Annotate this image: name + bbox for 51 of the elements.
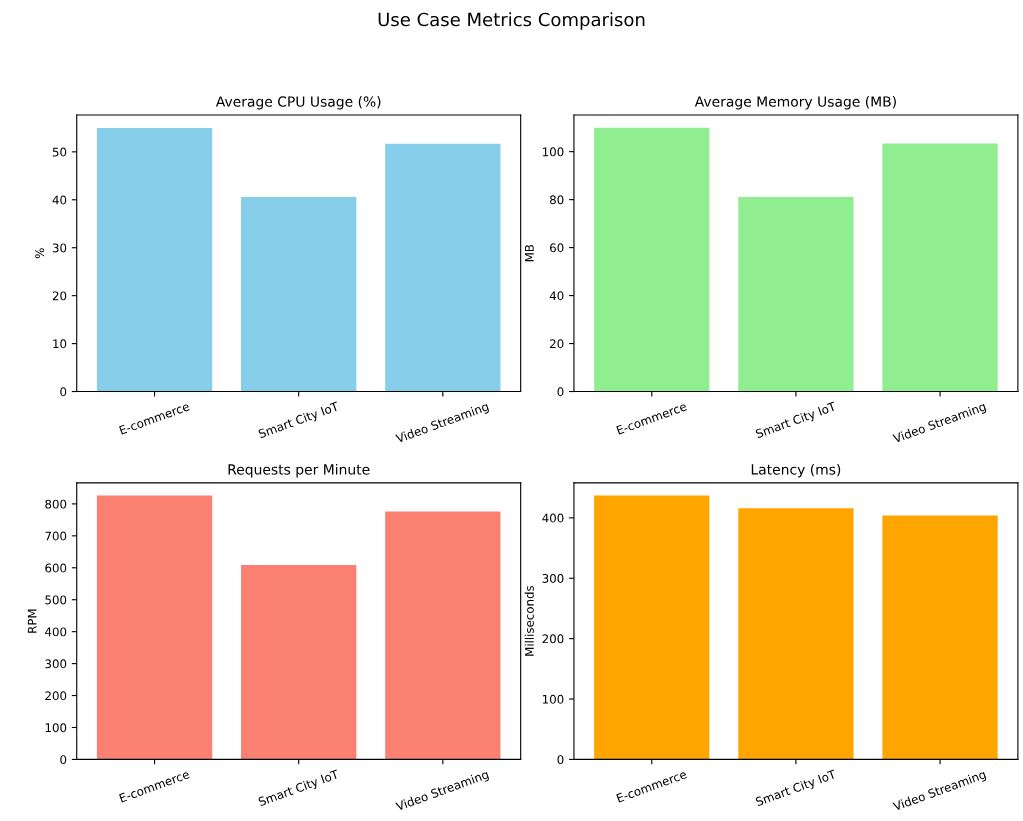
y-tick-label: 0: [60, 387, 67, 397]
y-tick-label: 500: [45, 595, 67, 605]
y-tick-label: 600: [45, 563, 67, 573]
chart-title: Average Memory Usage (MB): [694, 96, 896, 110]
chart-title: Latency (ms): [751, 463, 841, 478]
y-tick-label: 40: [549, 291, 564, 301]
x-tick-label: Smart City IoT: [755, 769, 838, 809]
text: Use Case Metrics Comparison: [378, 12, 645, 30]
bar: [241, 564, 357, 760]
y-tick-label: 200: [45, 691, 67, 701]
y-tick-label: 0: [60, 755, 67, 765]
y-axis-title: %: [35, 248, 45, 259]
y-tick-label: 40: [52, 195, 67, 205]
y-tick-label: 300: [542, 573, 564, 583]
y-tick-label: 10: [53, 339, 67, 349]
y-tick-label: 400: [542, 513, 564, 523]
bar: [738, 508, 854, 760]
bar: [385, 143, 501, 392]
bar: [241, 196, 357, 392]
bar: [594, 495, 710, 760]
y-axis-title: RPM: [27, 609, 37, 633]
y-tick-label: 80: [550, 195, 564, 205]
bar: [96, 127, 213, 392]
y-tick-label: 30: [52, 243, 67, 253]
y-tick-label: 800: [45, 499, 67, 509]
x-tick-label: Smart City IoT: [755, 401, 838, 441]
x-tick-label: Smart City IoT: [257, 401, 341, 441]
y-axis-title: Milliseconds: [524, 585, 534, 656]
y-tick-label: 100: [542, 694, 564, 704]
bar: [594, 127, 710, 392]
y-tick-label: 60: [550, 243, 564, 253]
y-tick-label: 100: [542, 147, 564, 157]
y-tick-label: 200: [542, 634, 564, 644]
bar: [385, 511, 501, 760]
chart-title: Average CPU Usage (%): [215, 96, 381, 110]
y-tick-label: 50: [52, 147, 67, 157]
x-tick-label: Smart City IoT: [257, 769, 341, 809]
y-tick-label: 0: [557, 387, 564, 397]
y-tick-label: 700: [45, 531, 67, 541]
y-tick-label: 20: [52, 291, 67, 301]
chart-title: Requests per Minute: [228, 463, 370, 478]
bar: [882, 515, 998, 760]
y-tick-label: 20: [550, 339, 564, 349]
y-tick-label: 300: [45, 659, 67, 669]
bar: [882, 143, 998, 392]
y-axis-title: MB: [525, 244, 534, 262]
bar: [96, 495, 213, 760]
y-tick-label: 100: [45, 723, 67, 733]
y-tick-label: 400: [45, 627, 67, 637]
y-tick-label: 0: [557, 755, 564, 765]
bar: [738, 196, 854, 392]
